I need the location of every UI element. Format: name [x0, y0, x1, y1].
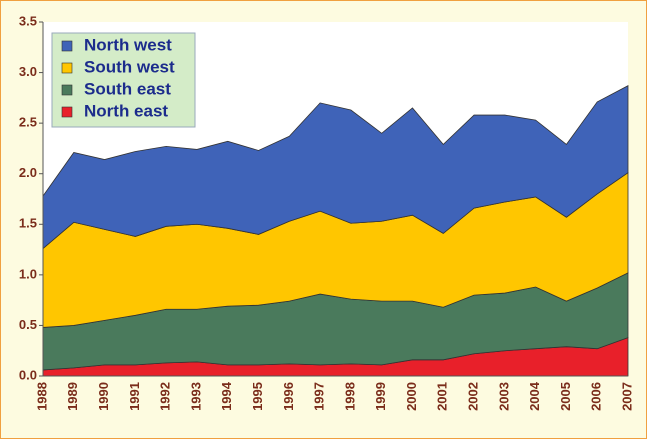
y-tick-label: 2.5	[19, 115, 37, 130]
x-tick-label: 1994	[219, 381, 234, 411]
x-tick-label: 2002	[465, 382, 480, 411]
y-tick-label: 3.5	[19, 13, 37, 28]
legend: North west South west South east North east	[51, 32, 196, 128]
x-tick-label: 2006	[589, 382, 604, 411]
legend-label: North east	[84, 101, 168, 120]
legend-swatch	[61, 106, 73, 118]
y-tick-label: 2.0	[19, 165, 37, 180]
legend-swatch	[61, 62, 73, 74]
x-tick-label: 1995	[250, 382, 265, 411]
legend-swatch	[61, 84, 73, 96]
x-tick-label: 2004	[527, 381, 542, 411]
y-tick-label: 3.0	[19, 64, 37, 79]
y-tick-label: 0.5	[19, 317, 37, 332]
legend-label: South east	[84, 79, 171, 98]
legend-box	[51, 32, 196, 128]
x-tick-label: 1998	[342, 382, 357, 411]
x-tick-label: 1991	[127, 382, 142, 411]
y-tick-label: 0.0	[19, 367, 37, 382]
x-tick-label: 2005	[558, 382, 573, 411]
x-tick-label: 1990	[96, 382, 111, 411]
x-tick-label: 1988	[34, 382, 49, 411]
x-tick-label: 1999	[373, 382, 388, 411]
x-tick-label: 1997	[312, 382, 327, 411]
area	[42, 85, 629, 250]
x-tick-label: 1989	[65, 382, 80, 411]
x-tick-label: 2001	[435, 382, 450, 411]
legend-swatch	[61, 40, 73, 52]
legend-label: South west	[84, 57, 175, 76]
y-tick-label: 1.5	[19, 216, 37, 231]
x-tick-label: 2000	[404, 382, 419, 411]
x-tick-label: 1996	[281, 382, 296, 411]
x-tick-label: 2007	[619, 382, 634, 411]
x-tick-label: 1993	[188, 382, 203, 411]
x-tick-label: 1992	[158, 382, 173, 411]
y-tick-label: 1.0	[19, 266, 37, 281]
x-tick-label: 2003	[496, 382, 511, 411]
legend-label: North west	[84, 35, 172, 54]
